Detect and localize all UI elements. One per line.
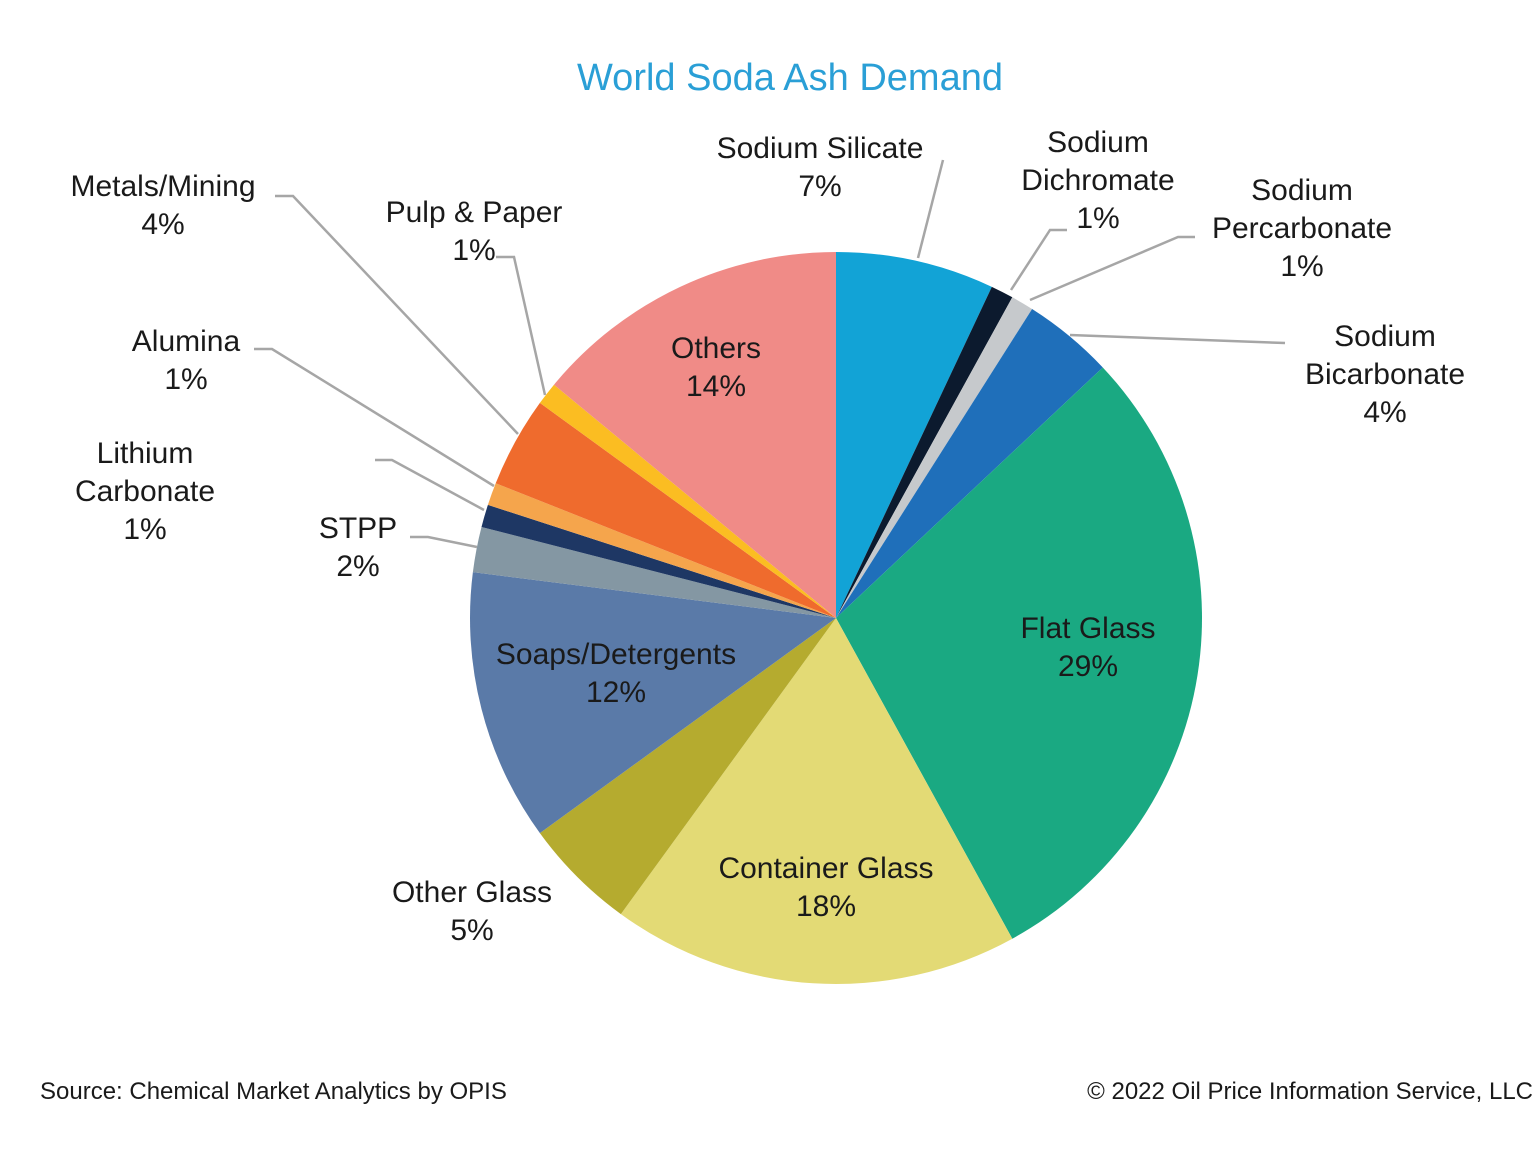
slice-label-alumina: Alumina 1% (132, 325, 241, 396)
leader-line-pulp-paper (496, 255, 547, 396)
leader-line-lithium-carbonate (375, 458, 485, 512)
leader-line-metals-mining (275, 194, 519, 435)
pie-slice-lithium-carbonate (481, 504, 836, 618)
slice-label-metals-mining: Metals/Mining 4% (70, 170, 255, 241)
pie-slice-alumina (487, 483, 836, 618)
pie-slice-sodium-bicarbonate (836, 308, 1103, 618)
pie-slices (470, 252, 1202, 985)
pie-slice-flat-glass (836, 367, 1202, 939)
leader-line-alumina (254, 347, 495, 488)
source-note: Source: Chemical Market Analytics by OPI… (40, 1078, 507, 1105)
leader-line-sodium-bicarbonate (1069, 333, 1286, 345)
slice-label-flat-glass: Flat Glass 29% (1020, 612, 1155, 683)
pie-slice-other-glass (539, 618, 836, 915)
slice-label-sodium-bicarbonate: Sodium Bicarbonate 4% (1305, 320, 1465, 429)
pie-slice-metals-mining (495, 402, 836, 618)
leader-line-stpp (410, 535, 478, 549)
slice-label-sodium-dichromate: Sodium Dichromate 1% (1021, 126, 1174, 235)
leader-line-sodium-percarbonate (1029, 235, 1195, 302)
pie-slice-sodium-silicate (836, 252, 992, 618)
slice-label-pulp-paper: Pulp & Paper 1% (386, 196, 563, 267)
slice-label-lithium-carbonate: Lithium Carbonate 1% (75, 437, 215, 546)
pie-slice-soaps-detergents (470, 572, 836, 834)
chart-title: World Soda Ash Demand (577, 57, 1003, 99)
pie-slice-sodium-percarbonate (836, 297, 1033, 618)
pie-slice-container-glass (620, 618, 1013, 985)
leader-line-sodium-dichromate (1009, 228, 1067, 291)
pie-slice-sodium-dichromate (836, 286, 1013, 618)
slice-label-other-glass: Other Glass 5% (392, 876, 552, 947)
slice-label-stpp: STPP 2% (319, 512, 397, 583)
slice-label-others: Others 14% (671, 332, 761, 403)
slice-label-container-glass: Container Glass 18% (718, 852, 933, 923)
slice-label-soaps-detergents: Soaps/Detergents 12% (496, 638, 736, 709)
pie-slice-stpp (472, 526, 836, 618)
slice-label-sodium-silicate: Sodium Silicate 7% (717, 132, 924, 203)
pie-slice-pulp-paper (539, 384, 836, 618)
leader-line-sodium-silicate (916, 159, 945, 259)
slice-labels: Sodium Silicate 7% Sodium Dichromate 1% Sodiu… (70, 126, 1465, 947)
slice-label-sodium-percarbonate: Sodium Percarbonate 1% (1212, 174, 1392, 283)
pie-slice-others (553, 252, 836, 618)
leader-lines (254, 159, 1286, 549)
copyright-note: © 2022 Oil Price Information Service, LL… (1087, 1078, 1533, 1105)
